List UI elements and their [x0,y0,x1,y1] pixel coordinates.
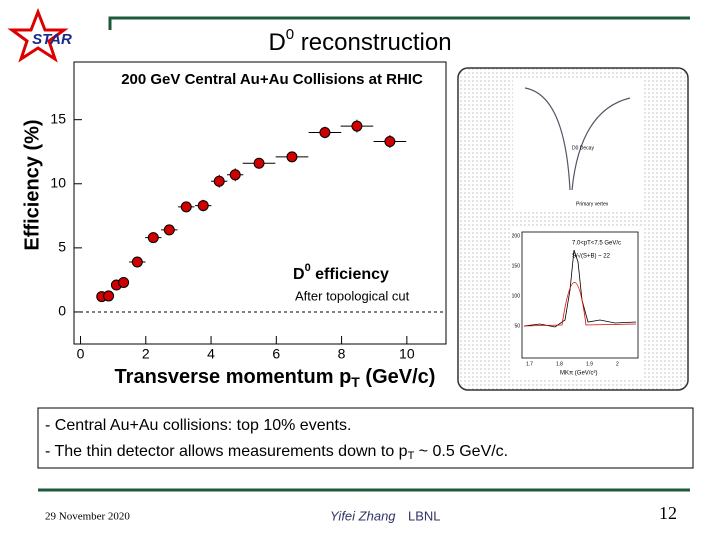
point [103,290,115,302]
bullet-2-sub: T [408,450,415,462]
footer-author: Yifei Zhang [330,508,396,523]
x-axis-label: Transverse momentum pT (GeV/c) [115,366,436,389]
title-rest: reconstruction [294,29,451,56]
point [351,120,363,132]
title-sup: 0 [286,26,294,43]
y-tick-label: 5 [58,239,66,255]
footer-date: 29 November 2020 [45,511,130,523]
inset-bin-label: 7.0<pT<7.5 GeV/c [572,241,621,247]
point [147,232,159,244]
plot-frame [73,61,447,345]
y-tick-label: 0 [58,303,66,319]
point [213,175,225,187]
header-rule [108,16,690,30]
y-axis-label: Efficiency (%) [21,119,43,250]
point [118,276,130,288]
legend-a: D [293,266,305,283]
inset-track-1 [524,87,571,191]
bullet-2-b: ~ 0.5 GeV/c. [414,443,508,460]
logo-star [7,7,69,63]
x-tick-label: 2 [142,346,150,362]
x-label-b: (GeV/c) [360,366,436,388]
legend-b: efficiency [311,266,389,283]
x-tick-label: 0 [77,346,85,362]
x-tick-label: 6 [272,346,280,362]
inset-hist-panel [512,228,642,378]
point [253,157,265,169]
slide-title: D0 reconstruction [268,26,451,56]
inset-fit [523,282,637,327]
point [197,200,209,212]
point [384,135,396,147]
point [180,201,192,213]
inset-decay-label: D0 Decay [572,145,594,151]
point [229,169,241,181]
logo-text: STAR [32,31,72,48]
inset-signif-label: S/√(S+B) ~ 22 [572,253,611,260]
legend-sup: 0 [305,262,311,274]
x-tick-label: 4 [207,346,215,362]
bullet-2: - The thin detector allows measurements … [45,443,508,462]
inset-track-2 [571,97,631,191]
inset-y-tick: 100 [512,293,521,299]
point [163,224,175,236]
point [286,151,298,163]
point [319,127,331,138]
x-tick-label: 8 [338,346,346,362]
bullet-2-a: - The thin detector allows measurements … [45,443,408,460]
inset-y-tick: 150 [512,263,521,269]
legend-label: D0 efficiency [293,262,389,283]
title-main: D [268,29,285,56]
bullet-1: - Central Au+Au collisions: top 10% even… [45,417,351,434]
inset-x-tick: 2 [616,361,619,367]
y-tick-label: 15 [50,110,66,126]
inset-decay-panel [513,80,643,210]
inset-x-tick: 1.8 [556,361,563,367]
inset-x-tick: 1.7 [526,361,533,367]
x-tick-label: 10 [399,346,415,362]
annotation: After topological cut [295,288,410,303]
inset-hist-frame [521,231,639,359]
inset-y-tick: 50 [514,323,520,329]
chart-title: 200 GeV Central Au+Au Collisions at RHIC [121,71,423,88]
inset-hist [523,249,637,328]
inset-x-tick: 1.9 [586,361,593,367]
inset-y-tick: 200 [512,233,521,239]
point [131,256,143,268]
inset-xlabel: MKπ (GeV/c²) [560,371,597,377]
y-tick-label: 10 [50,174,66,190]
page-number: 12 [659,503,677,523]
text-box [37,407,694,469]
x-label-a: Transverse momentum p [115,366,352,388]
x-label-sub: T [351,374,360,390]
footer-org: LBNL [408,508,441,523]
inset-vertex-label: Primary vertex [576,201,609,207]
